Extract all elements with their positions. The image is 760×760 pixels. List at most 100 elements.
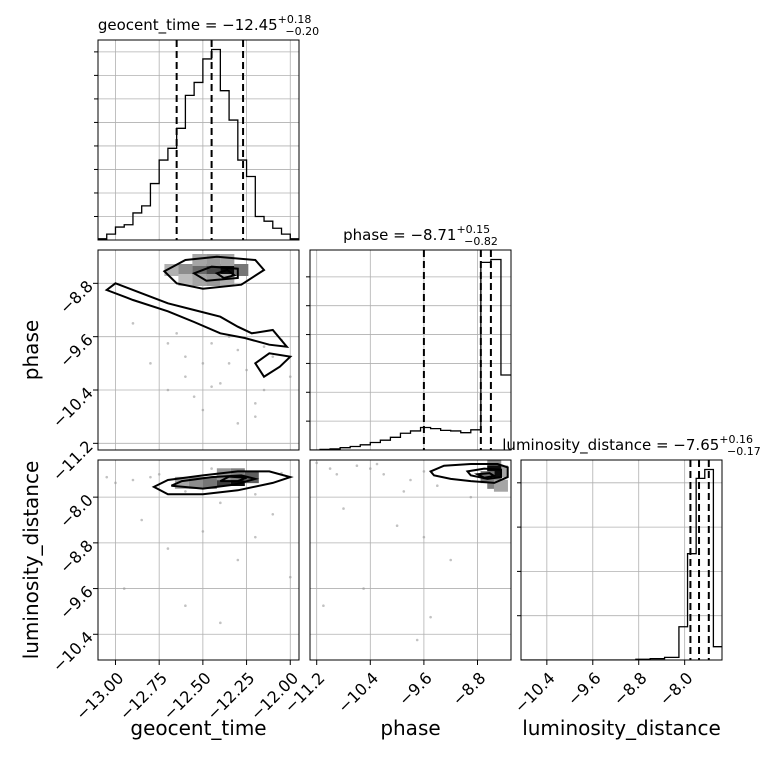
title-main: phase = −8.71 xyxy=(343,226,456,244)
x-axis-label-phase: phase xyxy=(380,716,440,740)
contour-line xyxy=(214,268,237,280)
marginal-plot-area xyxy=(521,460,722,660)
contour-line xyxy=(170,474,260,490)
sample-point xyxy=(342,507,345,510)
sample-point xyxy=(122,587,126,590)
x-tick-label-geocent_time: −13.00 xyxy=(72,668,127,723)
title-main: geocent_time = −12.45 xyxy=(98,16,278,35)
x-tick-label-luminosity_distance: −10.4 xyxy=(511,668,559,716)
y-tick-label-luminosity_distance: −9.6 xyxy=(56,582,97,623)
sample-point xyxy=(429,615,432,619)
y-tick-label-luminosity_distance: −8.0 xyxy=(56,490,97,531)
sample-point xyxy=(355,464,359,468)
joint-panel-geocent_time-luminosity_distance xyxy=(97,459,300,661)
title-lower: −0.17 xyxy=(727,445,760,458)
panel-title-geocent_time: geocent_time = −12.45+0.18 −0.20 xyxy=(98,13,319,38)
sample-point xyxy=(114,481,117,485)
title-upper: +0.15 xyxy=(456,223,490,236)
title-upper: +0.18 xyxy=(278,13,312,26)
density-cell xyxy=(192,254,207,266)
panel-frame xyxy=(97,39,300,241)
x-tick-label-phase: −10.4 xyxy=(334,668,382,716)
joint-plot-area xyxy=(310,460,511,660)
sample-point xyxy=(436,484,439,488)
density-cell xyxy=(192,274,207,286)
density-cell xyxy=(234,264,249,276)
sample-point xyxy=(210,467,213,470)
sample-point xyxy=(409,478,412,482)
contour-line xyxy=(465,467,502,480)
y-tick-label-phase: −8.8 xyxy=(56,277,97,318)
marginal-panel-phase: phase = −8.71+0.15 −0.82 xyxy=(306,223,512,451)
sample-point xyxy=(192,395,196,398)
sample-point xyxy=(184,375,187,378)
contour-line xyxy=(428,463,509,484)
sample-point xyxy=(469,495,473,499)
sample-point xyxy=(201,408,205,412)
density-cell xyxy=(220,254,235,266)
y-tick-label-luminosity_distance: −10.4 xyxy=(49,628,97,676)
sample-point xyxy=(236,348,240,352)
title-lower: −0.82 xyxy=(464,235,498,248)
panel-frame xyxy=(309,249,512,451)
marginal-panel-luminosity_distance: luminosity_distance = −7.65+0.16 −0.17 xyxy=(502,433,760,661)
sample-point xyxy=(328,467,332,470)
sample-point xyxy=(184,355,187,358)
sample-point xyxy=(131,478,135,482)
contour-line xyxy=(219,475,247,483)
density-cell xyxy=(202,476,217,489)
x-tick-label-luminosity_distance: −8.0 xyxy=(656,668,697,709)
histogram-phase xyxy=(310,258,511,450)
contour-line xyxy=(191,265,239,282)
sample-point xyxy=(402,490,406,493)
joint-plot-area xyxy=(98,250,299,450)
marginal-plot-area xyxy=(310,250,511,450)
sample-point xyxy=(184,490,187,493)
sample-point xyxy=(201,362,205,365)
density-cell xyxy=(493,479,508,492)
sample-point xyxy=(157,472,161,476)
sample-point xyxy=(322,604,325,608)
joint-plot-area xyxy=(98,460,299,660)
y-axis-label-phase: phase xyxy=(19,320,43,380)
sample-point xyxy=(415,638,419,642)
sample-point xyxy=(254,402,257,405)
sample-point xyxy=(227,362,231,365)
title-main: luminosity_distance = −7.65 xyxy=(502,436,719,455)
sample-point xyxy=(105,475,109,479)
sample-point xyxy=(184,604,187,608)
panel-frame xyxy=(520,459,723,661)
x-tick-label-phase: −8.8 xyxy=(448,668,489,709)
sample-point xyxy=(166,388,170,392)
sample-point xyxy=(262,345,266,348)
sample-point xyxy=(422,535,426,539)
panel-frame xyxy=(97,249,300,451)
y-tick-label-phase: −10.4 xyxy=(49,383,97,431)
panel-frame xyxy=(97,459,300,661)
y-axis-label-luminosity_distance: luminosity_distance xyxy=(19,461,43,660)
panel-frame xyxy=(309,459,512,661)
sample-point xyxy=(395,524,399,528)
sample-point xyxy=(210,385,213,388)
sample-point xyxy=(262,388,266,392)
panel-title-luminosity_distance: luminosity_distance = −7.65+0.16 −0.17 xyxy=(502,433,760,458)
joint-panel-geocent_time-phase xyxy=(97,249,300,451)
sample-point xyxy=(254,415,257,418)
density-cell xyxy=(178,264,193,276)
sample-point xyxy=(335,472,339,476)
joint-panel-phase-luminosity_distance xyxy=(309,459,512,661)
sample-point xyxy=(449,558,453,562)
sample-point xyxy=(166,547,170,550)
density-cell xyxy=(206,254,221,266)
contour-line xyxy=(473,472,498,479)
panel-title-phase: phase = −8.71+0.15 −0.82 xyxy=(343,223,498,248)
sample-point xyxy=(271,512,275,516)
title-upper: +0.16 xyxy=(719,433,753,446)
sample-point xyxy=(375,462,379,466)
sample-point xyxy=(288,375,292,378)
sample-point xyxy=(166,342,170,345)
sample-point xyxy=(315,461,319,465)
sample-point xyxy=(219,382,222,385)
y-tick-label-phase: −11.2 xyxy=(49,437,97,485)
